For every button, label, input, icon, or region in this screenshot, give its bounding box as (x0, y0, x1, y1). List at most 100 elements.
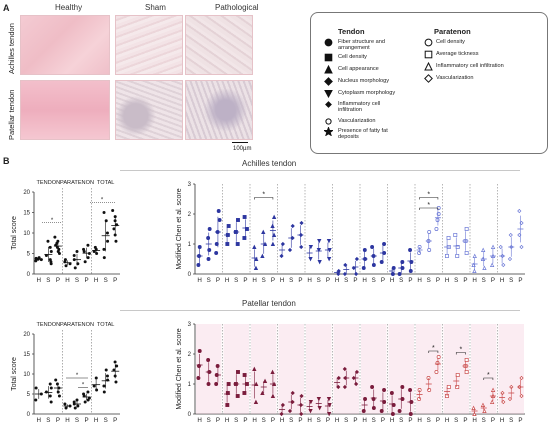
chen-data-point (214, 242, 219, 246)
legend-tendon-item: Cell density (338, 54, 367, 60)
chen-data-point (408, 269, 413, 273)
chen-data-point (326, 412, 332, 417)
chen-data-point (260, 390, 265, 395)
chen-x-tick-label: H (225, 417, 229, 424)
total-y-tick-label: 10 (23, 372, 30, 378)
total-data-point (93, 245, 97, 249)
chen-significance-bracket (455, 352, 466, 355)
total-panel-header: PARATENON (60, 180, 94, 186)
chen-data-point (299, 244, 304, 250)
chen-data-point (217, 218, 222, 222)
chen-data-point (226, 224, 231, 228)
total-data-point (86, 256, 90, 260)
chen-x-tick-label: S (234, 417, 238, 424)
legend-tendon-item: Nucleus morphology (338, 78, 389, 84)
legend-tendon-item: Cytoplasm morphology (338, 90, 396, 96)
legend-paratenon-title: Paratenon (434, 27, 471, 36)
chen-significance-star: * (262, 192, 265, 199)
chen-data-point (427, 230, 432, 234)
chen-x-tick-label: P (491, 417, 495, 424)
chen-data-point (490, 244, 496, 249)
chen-data-point (290, 390, 295, 396)
total-data-point (75, 249, 79, 253)
total-x-tick-label: P (113, 417, 117, 424)
chen-data-point (270, 369, 275, 374)
col-header-pathological: Pathological (215, 3, 259, 12)
legend-tendon-item: Vascularization (338, 118, 376, 124)
chen-data-point (444, 254, 449, 258)
total-data-point (94, 376, 98, 380)
total-data-point (53, 235, 57, 239)
total-data-point (34, 386, 38, 390)
histology-patellar-pathological (185, 80, 253, 140)
chen-x-tick-label: P (298, 277, 302, 284)
chen-data-point (253, 399, 259, 404)
chen-data-point (519, 244, 524, 250)
chen-data-point (299, 393, 304, 399)
chen-data-point (299, 220, 304, 226)
chen-data-point (435, 218, 440, 222)
chen-x-tick-label: H (335, 277, 339, 284)
panel-a-letter: A (3, 3, 10, 13)
chen-data-point (270, 393, 276, 398)
total-data-point (86, 390, 90, 394)
chen-data-point (361, 266, 366, 270)
chen-data-point (280, 241, 285, 247)
legend-tendon-item: Fiber structure and arrangement (338, 39, 385, 52)
total-data-point (102, 247, 106, 251)
chen-data-point (464, 370, 469, 374)
chen-data-point (371, 406, 376, 410)
chen-y-tick-label: 2 (188, 352, 192, 358)
total-data-point (48, 394, 52, 398)
chen-x-tick-label: P (326, 277, 330, 284)
chen-data-point (327, 403, 332, 408)
total-data-point (34, 398, 38, 402)
chen-data-point (371, 263, 376, 267)
chen-data-point (390, 272, 395, 276)
total-x-tick-label: P (56, 277, 60, 284)
total-data-point (48, 382, 52, 386)
chen-data-point (501, 262, 506, 268)
chen-x-tick-label: P (271, 417, 275, 424)
chen-significance-bracket (483, 377, 494, 380)
total-data-point (72, 400, 76, 404)
chen-x-tick-label: S (454, 417, 458, 424)
total-data-point (102, 256, 106, 260)
chen-x-tick-label: S (372, 417, 376, 424)
total-data-point (112, 227, 116, 231)
chen-data-point (379, 260, 384, 264)
chen-x-tick-label: H (362, 417, 366, 424)
legend-paratenon-symbol-icon (424, 74, 433, 83)
legend-tendon-symbol-icon (324, 65, 333, 74)
chen-significance-star: * (427, 202, 430, 209)
total-x-tick-label: H (94, 417, 98, 424)
total-data-point (63, 402, 67, 406)
total-data-point (114, 380, 118, 384)
total-x-tick-label: H (65, 277, 69, 284)
scalebar-line (232, 142, 248, 143)
chen-x-tick-label: P (216, 277, 220, 284)
total-data-point (57, 394, 61, 398)
chen-x-tick-label: P (216, 417, 220, 424)
chen-x-tick-label: H (417, 277, 421, 284)
chen-data-point (519, 375, 524, 381)
total-data-point (49, 400, 53, 404)
total-data-point (49, 386, 53, 390)
total-data-point (73, 406, 77, 410)
chen-data-point (362, 248, 367, 252)
chen-data-point (236, 218, 240, 222)
chen-data-point (235, 394, 240, 398)
total-significance-star: * (76, 373, 79, 379)
chen-data-point (482, 265, 487, 270)
chen-data-point (270, 241, 276, 246)
chen-x-tick-label: S (482, 277, 486, 284)
chen-x-tick-label: P (353, 417, 357, 424)
total-data-point (113, 360, 117, 364)
chen-data-point (436, 212, 441, 216)
chen-data-point (472, 253, 477, 258)
chen-x-tick-label: H (390, 417, 394, 424)
chen-x-tick-label: H (417, 417, 421, 424)
chen-x-tick-label: H (445, 417, 449, 424)
total-data-point (102, 390, 106, 394)
chen-data-point (253, 265, 259, 270)
